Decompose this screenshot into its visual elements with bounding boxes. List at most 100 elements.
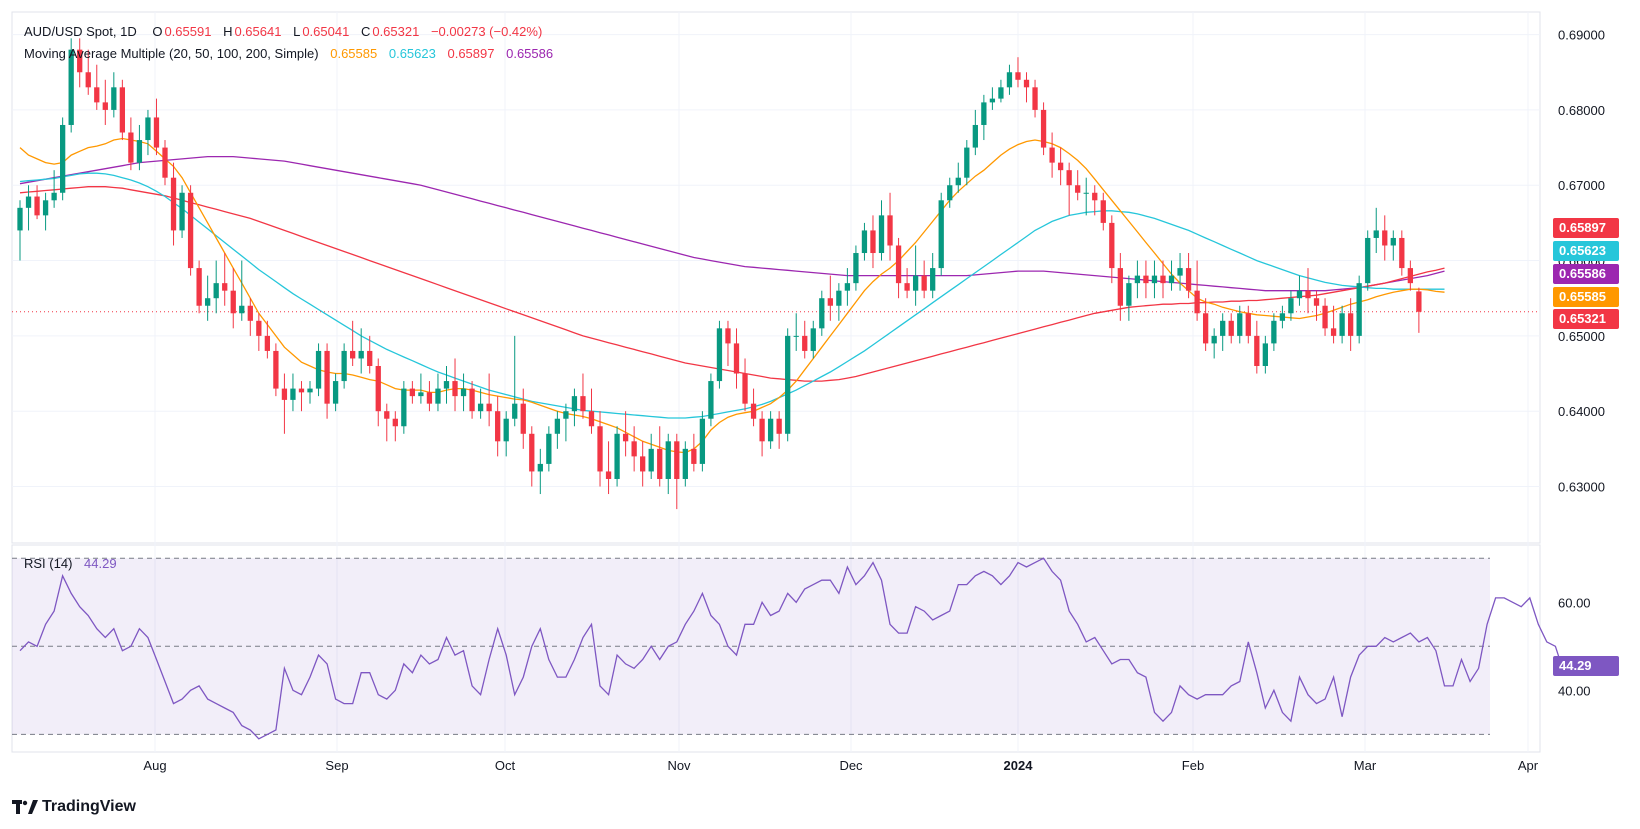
candle-body xyxy=(358,350,364,359)
candle xyxy=(196,260,202,314)
candle-body xyxy=(1330,328,1337,336)
candle xyxy=(554,411,561,449)
candle xyxy=(392,411,398,442)
time-tick-label: Mar xyxy=(1354,758,1377,773)
candle-body xyxy=(793,335,799,337)
candle xyxy=(725,320,731,366)
candle xyxy=(1228,313,1234,344)
candle xyxy=(512,335,518,427)
candle xyxy=(930,253,936,299)
candle xyxy=(1356,275,1362,344)
candle xyxy=(657,426,663,487)
candle-body xyxy=(1109,222,1115,269)
candle-body xyxy=(571,396,578,412)
candle-body xyxy=(1228,320,1234,336)
candle xyxy=(375,358,381,427)
candle xyxy=(102,79,108,125)
candle-body xyxy=(205,298,211,306)
candle xyxy=(861,222,868,261)
candle xyxy=(460,373,467,412)
candle-body xyxy=(802,335,808,351)
candle xyxy=(1237,305,1243,344)
candle xyxy=(230,268,236,329)
candle-body xyxy=(153,117,160,148)
candle xyxy=(213,260,219,314)
candle-body xyxy=(1168,275,1175,284)
ma100-price-tag: 0.65897 xyxy=(1553,218,1619,238)
candle xyxy=(895,237,902,299)
candle-body xyxy=(375,366,381,412)
candle-body xyxy=(1296,290,1303,299)
candle-body xyxy=(904,283,910,291)
candle xyxy=(426,381,433,412)
candle-body xyxy=(443,381,450,389)
candle xyxy=(77,38,83,88)
tradingview-icon xyxy=(12,800,38,814)
candle-body xyxy=(1399,237,1405,269)
candle xyxy=(1168,260,1175,291)
candle xyxy=(1271,313,1277,351)
candle xyxy=(1015,57,1021,88)
candle xyxy=(298,381,305,412)
candle xyxy=(665,433,671,495)
candle xyxy=(750,388,757,427)
time-tick-label: Oct xyxy=(495,758,516,773)
rsi-tick-label: 40.00 xyxy=(1558,683,1591,698)
candle xyxy=(1160,260,1166,299)
candle xyxy=(1100,192,1106,231)
candle-body xyxy=(1365,237,1371,284)
candle-body xyxy=(332,381,339,404)
candle xyxy=(1177,253,1183,291)
candle xyxy=(443,366,450,404)
candle xyxy=(324,343,330,419)
candle-body xyxy=(699,418,706,464)
candle-body xyxy=(94,87,100,103)
candle-body xyxy=(563,411,569,419)
candle xyxy=(358,328,364,374)
candle-body xyxy=(34,196,40,216)
candle xyxy=(17,200,23,261)
candle xyxy=(947,177,953,208)
candle-body xyxy=(1416,291,1422,312)
candle xyxy=(435,373,441,412)
candle xyxy=(68,38,74,133)
candle xyxy=(136,124,143,171)
candle-body xyxy=(912,275,919,291)
ma200-value: 0.65586 xyxy=(506,46,554,61)
candle-body xyxy=(1023,79,1030,88)
candle xyxy=(452,358,458,412)
candle-body xyxy=(682,448,688,479)
candle-body xyxy=(827,298,833,306)
candle-body xyxy=(657,448,663,479)
candle xyxy=(128,117,134,171)
candle-body xyxy=(836,290,842,306)
candle-body xyxy=(588,411,595,427)
candle-body xyxy=(307,388,313,393)
candle xyxy=(60,117,66,201)
candle-body xyxy=(1339,313,1345,336)
candle xyxy=(145,109,151,156)
rsi-tick-label: 60.00 xyxy=(1558,595,1591,610)
candle-body xyxy=(895,245,902,284)
candle xyxy=(981,94,987,141)
candle-body xyxy=(529,433,535,472)
candle xyxy=(989,87,996,110)
candle xyxy=(588,388,595,434)
candle-body xyxy=(495,411,501,442)
candle-body xyxy=(1356,283,1362,336)
candle xyxy=(836,283,842,321)
candle xyxy=(793,313,799,351)
candle-body xyxy=(1126,283,1132,306)
tradingview-logo[interactable]: TradingView xyxy=(12,798,136,816)
candle xyxy=(827,275,833,321)
candle xyxy=(1006,64,1013,95)
candle-body xyxy=(85,72,91,88)
candle-body xyxy=(580,396,586,412)
candle-body xyxy=(938,200,944,269)
candle-body xyxy=(955,177,961,186)
candle xyxy=(870,215,876,269)
ma50-value: 0.65623 xyxy=(388,46,436,61)
candle xyxy=(51,170,57,208)
time-tick-label: Nov xyxy=(667,758,691,773)
